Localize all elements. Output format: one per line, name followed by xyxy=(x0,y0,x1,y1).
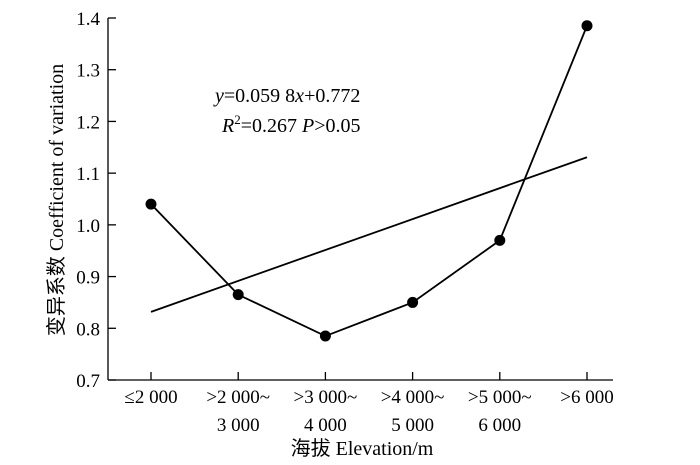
x-ticks: ≤2 000 >2 000~ 3 000 >3 000~ 4 000 >4 000~ 5 0… xyxy=(124,372,614,436)
x-tick-label: ≤2 000 xyxy=(124,387,177,408)
equation-intercept: +0.772 xyxy=(304,85,360,107)
data-point xyxy=(319,330,331,342)
y-tick-label: 0.8 xyxy=(76,319,100,340)
equation-line-2: R2=0.267 P>0.05 xyxy=(221,112,361,137)
y-tick-label: 1.3 xyxy=(76,61,100,82)
equation-coef: =0.059 8 xyxy=(224,85,295,107)
x-tick-label: >3 000~ xyxy=(294,387,358,408)
x-axis-title: 海拔 Elevation/m xyxy=(291,437,434,460)
x-tick-label: >2 000~ xyxy=(206,387,270,408)
x-tick-label: >6 000 xyxy=(560,387,613,408)
x-tick-label: 4 000 xyxy=(304,415,347,436)
series-group xyxy=(145,20,593,342)
data-point xyxy=(145,198,157,210)
y-ticks: 0.7 0.8 0.9 1.0 1.1 1.2 1.3 1.4 xyxy=(76,9,116,392)
y-tick-label: 1.2 xyxy=(76,112,100,133)
x-tick-label: 5 000 xyxy=(391,415,434,436)
series-line xyxy=(150,25,588,338)
y-tick-label: 1.0 xyxy=(76,216,100,237)
equation-y: y xyxy=(213,85,224,107)
data-point xyxy=(581,20,593,32)
trendline xyxy=(150,156,588,313)
y-tick-label: 1.1 xyxy=(76,164,100,185)
trendline-group xyxy=(150,156,588,313)
x-tick-label: >5 000~ xyxy=(468,387,532,408)
y-tick-label: 1.4 xyxy=(76,9,100,30)
r-squared-symbol: R xyxy=(221,115,234,137)
y-axis-title: 变异系数 Coefficient of variation xyxy=(45,64,68,336)
data-point xyxy=(494,234,506,246)
x-tick-label: 6 000 xyxy=(478,415,521,436)
equation-line-1: y=0.059 8x+0.772 xyxy=(213,85,360,107)
x-tick-label: 3 000 xyxy=(217,415,260,436)
r-squared-value: =0.267 xyxy=(241,115,302,137)
p-symbol: P xyxy=(301,115,314,137)
x-tick-label: >4 000~ xyxy=(381,387,445,408)
p-value: >0.05 xyxy=(314,115,360,137)
y-tick-label: 0.7 xyxy=(76,371,100,392)
r-squared-superscript: 2 xyxy=(234,112,241,127)
y-tick-label: 0.9 xyxy=(76,268,100,289)
data-point xyxy=(232,289,244,301)
data-point xyxy=(407,296,419,308)
equation-x: x xyxy=(294,85,304,107)
